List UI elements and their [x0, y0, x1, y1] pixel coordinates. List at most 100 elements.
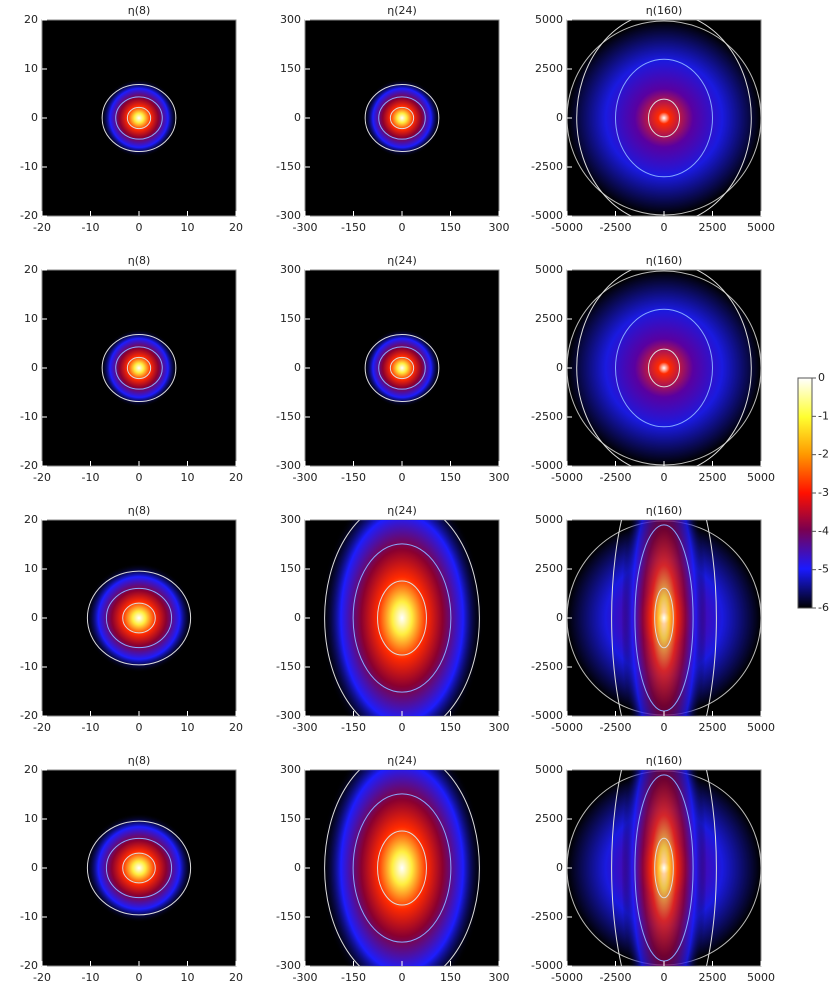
contour: [378, 96, 426, 140]
heatmap-image: [363, 78, 441, 158]
lobe: [84, 563, 194, 673]
contour: [86, 820, 192, 916]
contour: [654, 837, 674, 899]
x-tick-label: 10: [181, 471, 195, 484]
panel-title: η(160): [646, 254, 683, 267]
y-tick-label: 150: [280, 812, 301, 825]
y-tick-label: 20: [24, 763, 38, 776]
x-tick-label: 0: [136, 471, 143, 484]
contour: [126, 106, 152, 130]
lobe: [320, 770, 484, 966]
panel-title: η(8): [128, 254, 151, 267]
y-tick-label: 0: [294, 111, 301, 124]
y-tick-label: 20: [24, 263, 38, 276]
x-tick-label: 2500: [699, 471, 727, 484]
contour: [86, 570, 192, 666]
y-tick-label: 0: [31, 361, 38, 374]
y-tick-label: -10: [20, 660, 38, 673]
x-tick-label: 5000: [747, 471, 775, 484]
contour: [389, 356, 415, 380]
y-tick-label: -20: [20, 709, 38, 722]
panel-title: η(160): [646, 4, 683, 17]
x-tick-label: -5000: [551, 221, 583, 234]
x-tick-label: -300: [293, 971, 318, 984]
y-tick-label: 0: [294, 861, 301, 874]
x-tick-label: 0: [399, 471, 406, 484]
panel-title: η(8): [128, 754, 151, 767]
x-tick-label: 0: [136, 721, 143, 734]
y-tick-label: 5000: [535, 763, 563, 776]
x-tick-label: -5000: [551, 971, 583, 984]
lobe: [100, 78, 178, 158]
y-tick-label: -2500: [531, 910, 563, 923]
panel-title: η(160): [646, 504, 683, 517]
x-tick-label: 150: [440, 971, 461, 984]
x-tick-label: -10: [82, 221, 100, 234]
y-tick-label: -10: [20, 160, 38, 173]
x-tick-label: -2500: [600, 221, 632, 234]
x-tick-label: 20: [229, 721, 243, 734]
y-tick-label: 0: [294, 611, 301, 624]
heatmap-image: [567, 270, 761, 466]
contour: [352, 793, 452, 943]
y-tick-label: 300: [280, 763, 301, 776]
contour: [126, 356, 152, 380]
contour: [377, 830, 427, 906]
panel-title: η(24): [387, 4, 417, 17]
y-tick-label: 2500: [535, 62, 563, 75]
y-tick-label: 0: [31, 611, 38, 624]
y-tick-label: -5000: [531, 459, 563, 472]
lobe: [363, 78, 441, 158]
y-tick-label: -2500: [531, 160, 563, 173]
x-tick-label: -20: [33, 471, 51, 484]
contour: [389, 106, 415, 130]
x-tick-label: 2500: [699, 721, 727, 734]
lobe: [363, 328, 441, 408]
heatmap-image: [320, 770, 484, 966]
lobe: [84, 813, 194, 923]
y-tick-label: -20: [20, 459, 38, 472]
x-tick-label: -20: [33, 971, 51, 984]
y-tick-label: -5000: [531, 209, 563, 222]
x-tick-label: 0: [661, 471, 668, 484]
contour: [615, 58, 713, 178]
lobe: [621, 770, 707, 966]
contour: [105, 837, 173, 899]
panel-title: η(160): [646, 754, 683, 767]
x-tick-label: 5000: [747, 971, 775, 984]
contour: [352, 543, 452, 693]
x-tick-label: -10: [82, 471, 100, 484]
x-tick-label: 0: [399, 971, 406, 984]
y-tick-label: 5000: [535, 13, 563, 26]
y-tick-label: -2500: [531, 660, 563, 673]
x-tick-label: 5000: [747, 721, 775, 734]
domain-disk: [567, 20, 761, 216]
y-tick-label: 5000: [535, 513, 563, 526]
contour: [378, 346, 426, 390]
contour: [324, 770, 480, 966]
x-tick-label: 150: [440, 721, 461, 734]
y-tick-label: -300: [276, 459, 301, 472]
y-tick-label: -20: [20, 959, 38, 972]
x-tick-label: 0: [661, 721, 668, 734]
heatmap-image: [567, 520, 761, 716]
y-tick-label: 0: [31, 861, 38, 874]
heatmap-image: [84, 813, 194, 923]
y-tick-label: 5000: [535, 263, 563, 276]
x-tick-label: -300: [293, 221, 318, 234]
heatmap-image: [363, 328, 441, 408]
y-tick-label: 10: [24, 312, 38, 325]
x-tick-label: 0: [661, 221, 668, 234]
x-tick-label: -5000: [551, 721, 583, 734]
y-tick-label: -300: [276, 209, 301, 222]
y-tick-label: 0: [294, 361, 301, 374]
y-tick-label: 150: [280, 562, 301, 575]
colorbar-tick-label: -1: [818, 409, 829, 422]
y-tick-label: 2500: [535, 812, 563, 825]
contour: [654, 587, 674, 649]
x-tick-label: -2500: [600, 721, 632, 734]
x-tick-label: -2500: [600, 471, 632, 484]
colorbar-tick-label: -2: [818, 448, 829, 461]
colorbar: [797, 377, 813, 609]
